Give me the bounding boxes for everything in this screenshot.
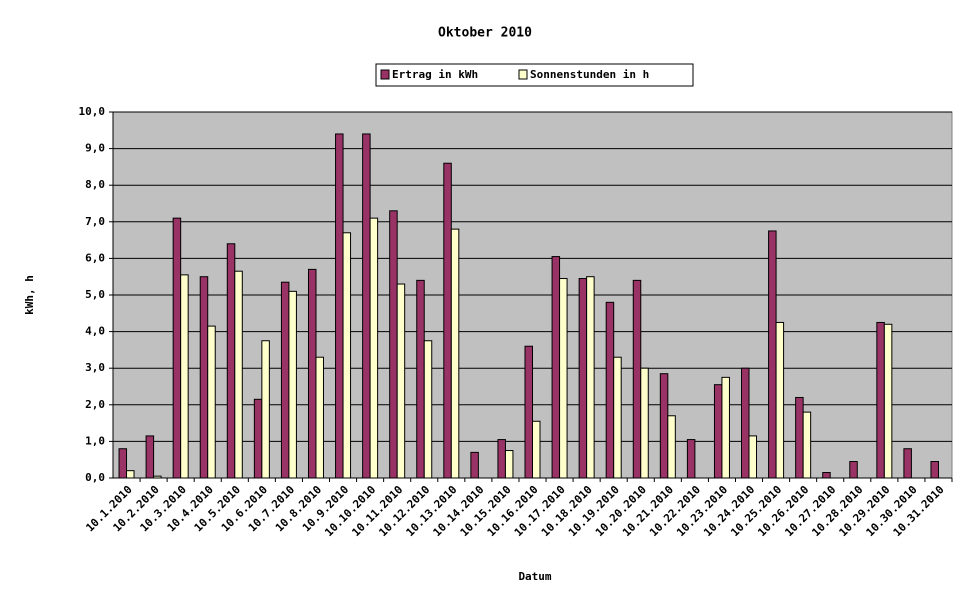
bar [532,420,541,479]
bar [504,450,514,479]
legend-swatch [518,69,528,80]
bar [849,461,858,479]
bar [172,217,182,479]
y-tick-label: 5,0 [85,288,105,301]
legend-box [375,63,694,87]
bar [659,373,669,479]
bar [362,133,371,479]
bar [288,290,297,479]
y-tick-label: 4,0 [85,325,105,338]
bar [118,448,128,479]
bar [524,345,533,479]
y-tick-label: 6,0 [85,251,105,264]
bar [632,279,642,479]
bar [253,398,263,479]
y-tick-label: 1,0 [85,434,105,447]
bar [450,228,460,479]
bar [234,270,243,479]
bar [342,232,352,479]
bar [315,356,324,479]
bar [261,340,270,479]
bar [423,340,433,479]
x-axis-label: Datum [518,570,551,583]
legend-label: Sonnenstunden in h [530,68,649,81]
bar [883,323,893,479]
bar [795,396,804,479]
bar [199,276,209,479]
bar [416,279,425,479]
legend-label: Ertrag in kWh [392,68,478,81]
bar [369,217,379,479]
bar [822,472,831,479]
bar [775,321,785,479]
bar [802,411,812,479]
y-tick-label: 9,0 [85,142,105,155]
y-axis-label: kWh, h [23,275,36,315]
bar [389,210,398,479]
bar [748,435,758,479]
y-tick-label: 3,0 [85,361,105,374]
bar [713,384,723,479]
bar [226,243,236,479]
bar [667,415,676,479]
bar [207,325,216,479]
bar [497,439,506,479]
bar [741,367,750,479]
bar [396,283,406,479]
bar [126,470,135,479]
bar [470,451,479,479]
bar [307,268,317,479]
bar [613,356,622,479]
bar [551,256,561,479]
bar [605,301,615,479]
legend-swatch [380,69,390,80]
bar [578,278,588,479]
bar [768,230,777,479]
bar [145,435,155,479]
bar [443,162,452,479]
bar [280,281,290,479]
y-tick-label: 2,0 [85,398,105,411]
y-tick-label: 10,0 [79,105,106,118]
bar [930,461,939,479]
bar [721,376,730,479]
bar [876,321,885,479]
y-tick-label: 0,0 [85,471,105,484]
bar [903,448,912,479]
y-tick-label: 7,0 [85,215,105,228]
bar [180,274,189,479]
bar [586,276,595,479]
y-tick-label: 8,0 [85,178,105,191]
bar [640,367,649,479]
bar [559,278,568,479]
bar [686,439,696,479]
bar [335,133,344,479]
chart-title: Oktober 2010 [438,26,532,41]
